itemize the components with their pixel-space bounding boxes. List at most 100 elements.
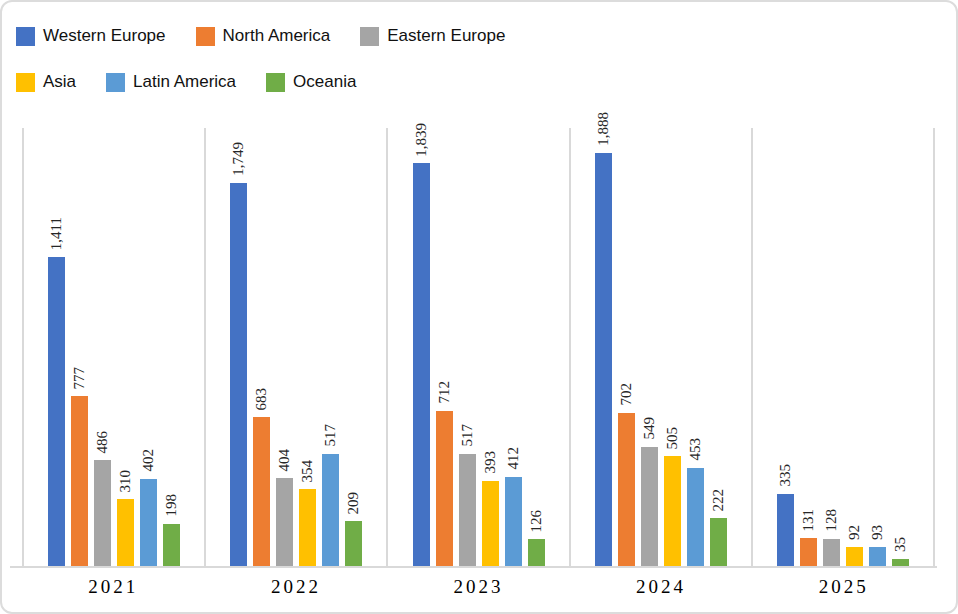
bar-slot: 777	[71, 128, 88, 567]
legend-label: Asia	[43, 72, 76, 92]
bar-slot: 35	[892, 128, 909, 567]
bar-value-label: 402	[141, 449, 156, 472]
legend-label: Latin America	[133, 72, 236, 92]
bar-slot: 335	[777, 128, 794, 567]
bar-slot: 549	[641, 128, 658, 567]
bar-latin-america	[505, 477, 522, 567]
legend-item: North America	[196, 26, 331, 46]
bar-slot: 486	[94, 128, 111, 567]
bar-oceania	[163, 524, 180, 568]
bar-slot: 393	[482, 128, 499, 567]
legend-label: North America	[223, 26, 331, 46]
legend-swatch-icon	[266, 73, 285, 92]
bar-slot: 1,411	[48, 128, 65, 567]
bar-oceania	[528, 539, 545, 567]
category-group-2022: 1,749683404354517209	[204, 128, 386, 567]
bar-north-america	[253, 417, 270, 567]
bar-north-america	[618, 413, 635, 567]
x-axis-line	[10, 566, 937, 568]
bar-slot: 310	[117, 128, 134, 567]
bar-value-label: 517	[460, 424, 475, 447]
legend-swatch-icon	[16, 27, 35, 46]
bar-value-label: 1,839	[414, 123, 429, 157]
bar-value-label: 126	[529, 510, 544, 533]
bar-asia	[117, 499, 134, 567]
bar-oceania	[710, 518, 727, 567]
legend-row: Western Europe North America Eastern Europ…	[16, 26, 535, 46]
bar-latin-america	[687, 468, 704, 567]
plot-area: 1,4117774863104021981,749683404354517209…	[22, 128, 935, 567]
bar-slot: 404	[276, 128, 293, 567]
bar-asia	[846, 547, 863, 567]
legend-item: Eastern Europe	[360, 26, 505, 46]
bar-value-label: 131	[801, 509, 816, 532]
bar-slot: 1,888	[595, 128, 612, 567]
bar-slot: 198	[163, 128, 180, 567]
bar-slot: 92	[846, 128, 863, 567]
bar-value-label: 412	[506, 447, 521, 470]
bar-north-america	[800, 538, 817, 567]
bar-western-europe	[777, 494, 794, 568]
x-axis-label: 2025	[752, 576, 935, 598]
bar-value-label: 198	[164, 494, 179, 517]
bar-slot: 131	[800, 128, 817, 567]
legend-label: Oceania	[293, 72, 356, 92]
bar-value-label: 335	[778, 464, 793, 487]
legend-item: Asia	[16, 72, 76, 92]
bar-asia	[299, 489, 316, 567]
x-axis-label: 2024	[570, 576, 753, 598]
bar-value-label: 393	[483, 451, 498, 474]
bar-slot: 712	[436, 128, 453, 567]
bar-value-label: 486	[95, 431, 110, 454]
category-group-2024: 1,888 702 549 505 453 222	[569, 128, 751, 567]
bar-value-label: 128	[824, 509, 839, 532]
bar-north-america	[436, 411, 453, 567]
bar-western-europe	[413, 163, 430, 567]
bar-chart: Western Europe North America Eastern Europ…	[0, 0, 958, 614]
bar-slot: 702	[618, 128, 635, 567]
bar-latin-america	[322, 454, 339, 568]
legend-item: Oceania	[266, 72, 356, 92]
legend-label: Western Europe	[43, 26, 166, 46]
bar-value-label: 712	[437, 381, 452, 404]
bar-latin-america	[869, 547, 886, 567]
bar-value-label: 93	[870, 525, 885, 540]
legend-swatch-icon	[360, 27, 379, 46]
bar-value-label: 209	[346, 492, 361, 515]
bar-value-label: 310	[118, 470, 133, 493]
bar-asia	[664, 456, 681, 567]
bar-value-label: 354	[300, 460, 315, 483]
bar-eastern-europe	[823, 539, 840, 567]
bar-western-europe	[230, 183, 247, 567]
bar-slot: 402	[140, 128, 157, 567]
bar-value-label: 1,411	[49, 217, 64, 250]
bar-value-label: 1,749	[231, 142, 246, 176]
bar-value-label: 92	[847, 525, 862, 540]
bar-slot: 453	[687, 128, 704, 567]
x-axis-label: 2021	[22, 576, 205, 598]
bar-slot: 128	[823, 128, 840, 567]
legend-swatch-icon	[16, 73, 35, 92]
legend-item: Western Europe	[16, 26, 166, 46]
legend-swatch-icon	[106, 73, 125, 92]
bar-slot: 93	[869, 128, 886, 567]
x-axis-label: 2022	[205, 576, 388, 598]
bar-value-label: 35	[893, 537, 908, 552]
bar-eastern-europe	[276, 478, 293, 567]
x-axis-label: 2023	[387, 576, 570, 598]
bar-slot: 517	[459, 128, 476, 567]
legend-row: Asia Latin America Oceania	[16, 72, 535, 92]
bar-slot: 505	[664, 128, 681, 567]
bar-oceania	[345, 521, 362, 567]
bar-slot: 1,749	[230, 128, 247, 567]
bar-latin-america	[140, 479, 157, 567]
bar-asia	[482, 481, 499, 567]
bar-value-label: 404	[277, 449, 292, 472]
bar-slot: 354	[299, 128, 316, 567]
bar-value-label: 777	[72, 367, 87, 390]
category-group-2021: 1,411 777 486 310 402 198	[22, 128, 204, 567]
x-axis-labels: 20212022202320242025	[22, 576, 935, 598]
bar-north-america	[71, 396, 88, 567]
category-group-2023: 1,839712517393412126	[386, 128, 568, 567]
bar-value-label: 222	[711, 489, 726, 512]
